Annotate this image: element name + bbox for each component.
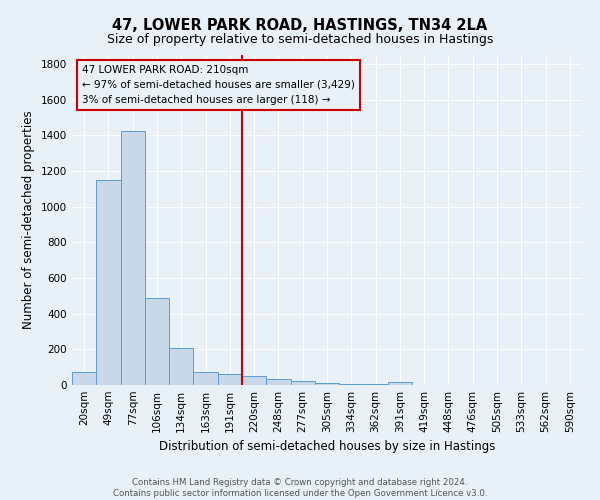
Bar: [388, 382, 412, 385]
Bar: [339, 384, 364, 385]
Text: Contains HM Land Registry data © Crown copyright and database right 2024.
Contai: Contains HM Land Registry data © Crown c…: [113, 478, 487, 498]
Bar: [364, 384, 388, 385]
Text: 47 LOWER PARK ROAD: 210sqm
← 97% of semi-detached houses are smaller (3,429)
3% : 47 LOWER PARK ROAD: 210sqm ← 97% of semi…: [82, 65, 355, 104]
Text: Size of property relative to semi-detached houses in Hastings: Size of property relative to semi-detach…: [107, 32, 493, 46]
Y-axis label: Number of semi-detached properties: Number of semi-detached properties: [22, 110, 35, 330]
Text: 47, LOWER PARK ROAD, HASTINGS, TN34 2LA: 47, LOWER PARK ROAD, HASTINGS, TN34 2LA: [112, 18, 488, 32]
Bar: [242, 376, 266, 385]
Bar: [193, 372, 218, 385]
Bar: [266, 379, 290, 385]
Bar: [218, 374, 242, 385]
Bar: [169, 348, 193, 385]
Bar: [121, 131, 145, 385]
Bar: [72, 372, 96, 385]
X-axis label: Distribution of semi-detached houses by size in Hastings: Distribution of semi-detached houses by …: [159, 440, 495, 454]
Bar: [145, 298, 169, 385]
Bar: [315, 383, 339, 385]
Bar: [290, 382, 315, 385]
Bar: [96, 180, 121, 385]
